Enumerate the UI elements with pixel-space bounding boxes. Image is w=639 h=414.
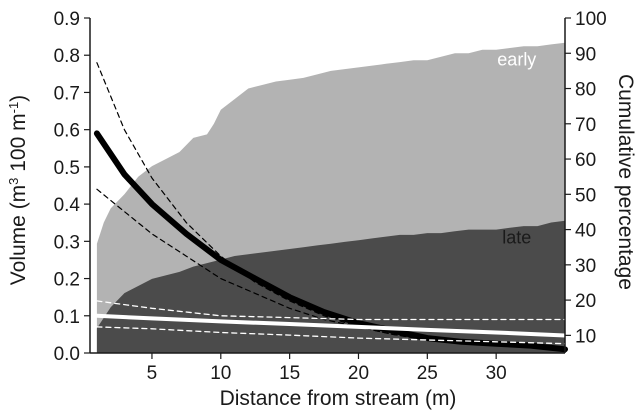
y-right-tick-label: 30 bbox=[575, 256, 596, 277]
ticks-layer: 5 10 15 20 25 30 0.0 0.1 0.2 0.3 0.4 0.5 0.6 0.7 0.8 0.… bbox=[54, 9, 607, 384]
axes-layer bbox=[89, 18, 566, 354]
x-tick-label: 25 bbox=[417, 363, 438, 384]
y-left-tick-label: 0.9 bbox=[54, 9, 80, 30]
curve-layer bbox=[93, 62, 568, 353]
early-area-label: early bbox=[497, 50, 536, 70]
early-fit-curve bbox=[93, 130, 568, 353]
y-left-tick-label: 0.7 bbox=[54, 83, 80, 104]
y-right-tick-label: 20 bbox=[575, 291, 596, 312]
left-y-axis-title-sup1: 3 bbox=[6, 178, 21, 185]
y-left-tick-label: 0.8 bbox=[54, 46, 80, 67]
left-y-axis-title-prefix: Volume (m bbox=[7, 185, 30, 285]
x-tick-label: 5 bbox=[147, 363, 158, 384]
y-right-tick-label: 70 bbox=[575, 115, 596, 136]
late-upper-curve bbox=[96, 300, 566, 321]
y-right-tick-label: 80 bbox=[575, 80, 596, 101]
y-left-tick-label: 0.1 bbox=[54, 307, 80, 328]
late-fit-curve bbox=[94, 313, 567, 338]
x-axis-title: Distance from stream (m) bbox=[220, 387, 457, 410]
left-y-axis-title-suffix: ) bbox=[7, 95, 30, 102]
annotations-layer: early late bbox=[497, 50, 536, 248]
y-left-tick-label: 0.4 bbox=[54, 195, 81, 216]
x-tick-label: 20 bbox=[348, 363, 369, 384]
y-left-tick-label: 0.6 bbox=[54, 121, 80, 142]
left-y-axis-title-middle: 100 m bbox=[7, 113, 30, 177]
y-right-tick-label: 10 bbox=[575, 326, 596, 347]
left-y-axis-title-sup2: -1 bbox=[6, 102, 21, 114]
y-right-tick-label: 90 bbox=[575, 44, 596, 65]
y-right-tick-label: 60 bbox=[575, 150, 596, 171]
x-tick-label: 30 bbox=[486, 363, 507, 384]
y-left-tick-label: 0.3 bbox=[54, 232, 80, 253]
y-left-tick-label: 0.0 bbox=[54, 344, 80, 365]
y-left-tick-label: 0.2 bbox=[54, 270, 80, 291]
x-tick-label: 15 bbox=[279, 363, 300, 384]
y-left-tick-label: 0.5 bbox=[54, 158, 80, 179]
late-area-label: late bbox=[502, 228, 531, 248]
left-y-axis-title: Volume (m3 100 m-1) bbox=[6, 95, 30, 285]
y-right-tick-label: 50 bbox=[575, 185, 596, 206]
x-tick-label: 10 bbox=[210, 363, 231, 384]
y-right-tick-label: 40 bbox=[575, 221, 596, 242]
y-right-tick-label: 100 bbox=[575, 9, 607, 30]
early-lower-curve bbox=[96, 188, 566, 350]
late-lower-curve bbox=[96, 326, 566, 345]
right-y-axis-title: Cumulative percentage bbox=[614, 74, 637, 290]
